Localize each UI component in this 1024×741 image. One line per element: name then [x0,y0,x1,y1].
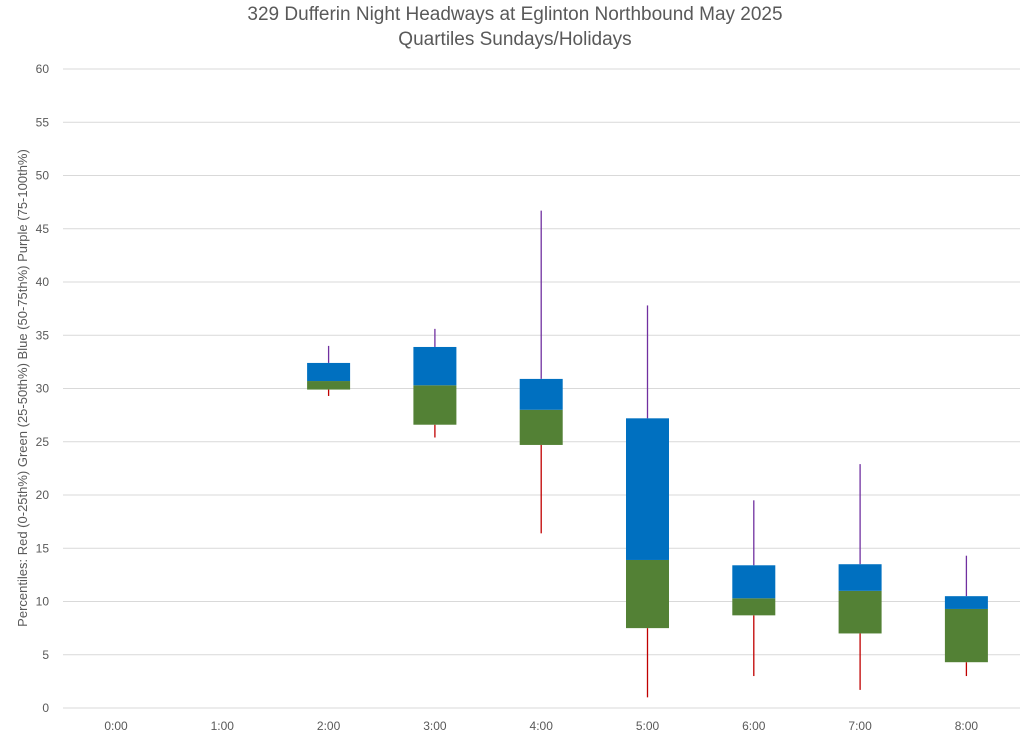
x-tick-label: 0:00 [104,719,128,733]
y-tick-label: 5 [42,648,49,662]
x-tick-label: 3:00 [423,719,447,733]
box-800 [944,555,988,677]
box-600 [732,500,776,677]
upper-box [307,362,351,382]
x-tick-label: 6:00 [742,719,766,733]
y-axis-ticks: 0 5 10 15 20 25 30 35 40 45 50 55 60 [36,62,50,715]
y-tick-label: 10 [36,595,50,609]
upper-box [626,418,669,560]
y-tick-label: 0 [42,701,49,715]
upper-box [944,596,988,609]
y-tick-label: 40 [36,275,50,289]
x-tick-label: 2:00 [317,719,341,733]
box-500 [626,305,669,698]
y-tick-label: 25 [36,435,50,449]
chart-title: 329 Dufferin Night Headways at Eglinton … [247,4,782,25]
upper-box [413,346,457,386]
lower-box [519,409,563,445]
upper-box [838,564,882,591]
upper-box [519,378,563,410]
lower-box [626,559,669,629]
chart-subtitle: Quartiles Sundays/Holidays [398,29,631,50]
x-tick-label: 4:00 [530,719,554,733]
box-400 [519,210,563,534]
y-tick-label: 20 [36,488,50,502]
box-200 [307,345,351,396]
lower-box [944,608,988,663]
y-tick-label: 55 [36,115,50,129]
y-tick-label: 45 [36,222,50,236]
box-700 [838,464,882,690]
x-axis-ticks: 0:00 1:00 2:00 3:00 4:00 5:00 6:00 7:00 8:00 [104,719,978,733]
y-tick-label: 60 [36,62,50,76]
box-300 [413,328,457,438]
upper-box [732,565,776,599]
y-tick-label: 50 [36,169,50,183]
x-tick-label: 8:00 [955,719,979,733]
y-tick-label: 30 [36,382,50,396]
x-tick-label: 5:00 [636,719,660,733]
lower-box [732,598,776,616]
x-tick-label: 1:00 [211,719,235,733]
lower-box [307,381,351,390]
y-tick-label: 35 [36,328,50,342]
lower-box [838,590,882,634]
y-tick-label: 15 [36,541,50,555]
lower-box [413,385,457,425]
box-marks [307,210,988,698]
x-tick-label: 7:00 [848,719,872,733]
y-axis-label: Percentiles: Red (0-25th%) Green (25-50t… [15,149,30,627]
